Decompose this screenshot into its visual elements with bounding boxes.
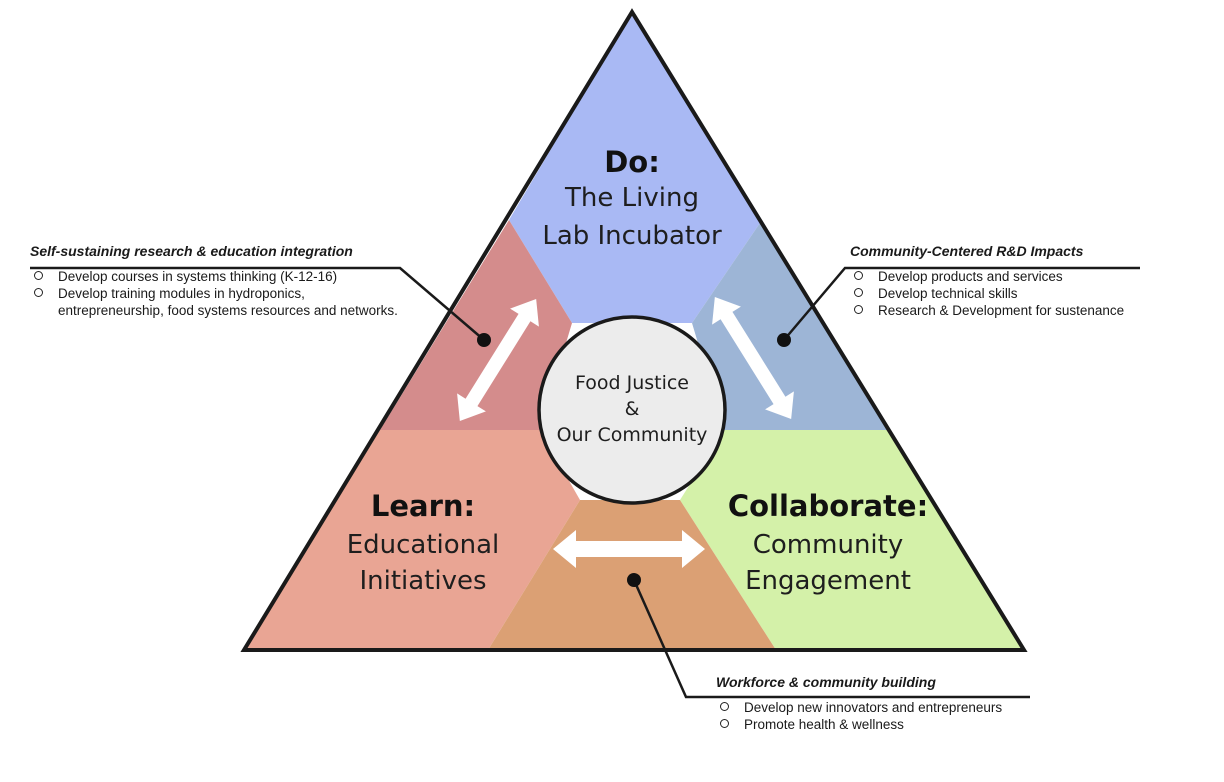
list-item: Develop training modules in hydroponics,… xyxy=(30,285,410,319)
callout-research-education: Self-sustaining research & education int… xyxy=(30,243,410,319)
callout-heading: Self-sustaining research & education int… xyxy=(30,243,353,259)
learn-region xyxy=(244,430,580,650)
circle-bullet-icon xyxy=(854,305,863,314)
list-item: Research & Development for sustenance xyxy=(850,302,1210,319)
right-leader-dot xyxy=(777,333,791,347)
list-item: Develop new innovators and entrepreneurs xyxy=(716,699,1046,716)
collaborate-region xyxy=(680,430,1024,650)
center-line-3: Our Community xyxy=(557,424,708,446)
right-double-arrow-icon xyxy=(712,296,794,420)
left-leader-dot xyxy=(477,333,491,347)
bottom-leader-line xyxy=(632,579,1030,699)
learn-line-2: Initiatives xyxy=(359,566,486,596)
circle-bullet-icon xyxy=(34,271,43,280)
collaborate-title: Collaborate: xyxy=(728,489,928,523)
bottom-double-arrow-icon xyxy=(553,530,705,568)
bottom-leader-dot xyxy=(627,573,641,587)
triangle-outline xyxy=(240,8,1028,652)
research-education-overlap xyxy=(380,220,572,430)
list-item: Develop courses in systems thinking (K-1… xyxy=(30,268,410,285)
learn-line-1: Educational xyxy=(347,530,500,560)
callout-list: Develop new innovators and entrepreneurs… xyxy=(716,699,1046,733)
callout-heading: Workforce & community building xyxy=(716,674,936,690)
right-leader-line xyxy=(783,266,1140,341)
callout-list: Develop courses in systems thinking (K-1… xyxy=(30,268,410,319)
callout-workforce: Workforce & community building Develop n… xyxy=(716,674,1046,733)
circle-bullet-icon xyxy=(34,288,43,297)
rd-impacts-overlap xyxy=(692,220,888,430)
center-circle xyxy=(537,315,727,505)
left-double-arrow-icon xyxy=(457,298,539,422)
do-line-1: The Living xyxy=(564,183,699,213)
list-item: Develop products and services xyxy=(850,268,1210,285)
center-line-1: Food Justice xyxy=(575,372,689,394)
circle-bullet-icon xyxy=(854,288,863,297)
learn-title: Learn: xyxy=(371,489,475,523)
list-item: Develop technical skills xyxy=(850,285,1210,302)
callout-list: Develop products and services Develop te… xyxy=(850,268,1210,319)
center-line-2: & xyxy=(625,398,640,420)
do-line-2: Lab Incubator xyxy=(542,221,722,251)
circle-bullet-icon xyxy=(720,719,729,728)
collaborate-line-2: Engagement xyxy=(745,566,911,596)
do-title: Do: xyxy=(604,145,660,179)
circle-bullet-icon xyxy=(854,271,863,280)
circle-bullet-icon xyxy=(720,702,729,711)
list-item: Promote health & wellness xyxy=(716,716,1046,733)
callout-heading: Community-Centered R&D Impacts xyxy=(850,243,1084,259)
callout-rd-impacts: Community-Centered R&D Impacts Develop p… xyxy=(850,243,1210,319)
do-region xyxy=(509,12,762,323)
left-leader-line xyxy=(30,266,485,341)
collaborate-line-1: Community xyxy=(753,530,903,560)
